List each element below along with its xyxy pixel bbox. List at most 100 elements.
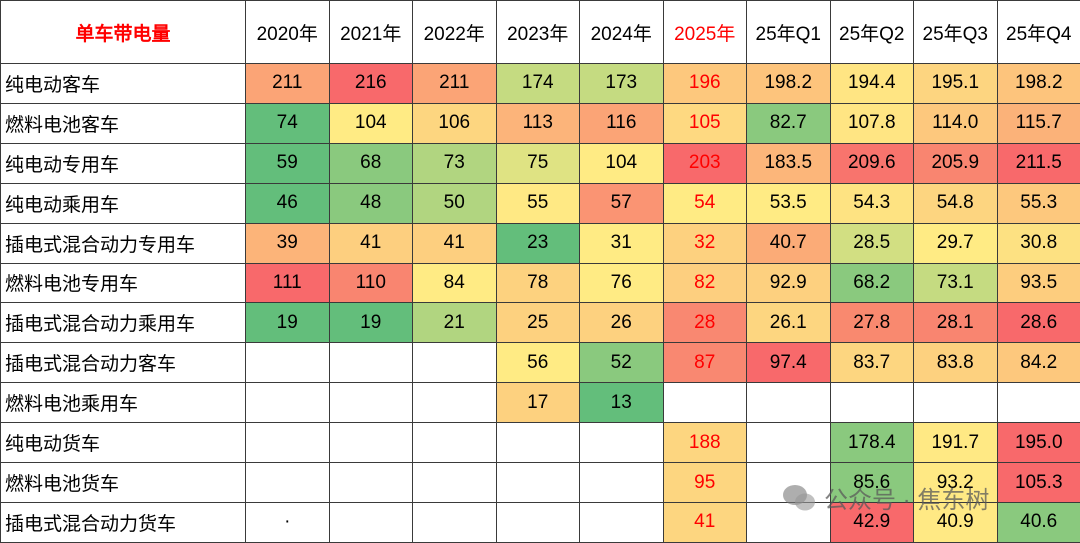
value-cell: 104 <box>579 142 664 184</box>
value-cell: 174 <box>495 63 580 104</box>
value-cell: 107.8 <box>829 102 914 144</box>
value-cell <box>245 462 330 503</box>
value-cell: 76 <box>579 262 664 304</box>
value-cell: 54 <box>662 182 747 224</box>
value-cell: 68.2 <box>829 262 914 304</box>
value-cell <box>996 382 1080 424</box>
header-title: 单车带电量 <box>0 0 246 64</box>
value-cell <box>412 462 497 503</box>
header-cell: 2024年 <box>579 0 664 64</box>
table-row: 纯电动货车 188 178.4 191.7 195.0 <box>0 422 1080 464</box>
value-cell: 54.8 <box>913 182 998 224</box>
value-cell: 106 <box>412 102 497 144</box>
value-cell <box>328 342 413 384</box>
value-cell: 93.5 <box>996 262 1080 304</box>
value-cell: 73 <box>412 142 497 184</box>
table-row: 燃料电池专用车 111 110 84 78 76 82 92.9 68.2 73.1 93.5 <box>0 262 1080 304</box>
header-cell: 2020年 <box>245 0 330 64</box>
value-cell: 26.1 <box>746 302 831 344</box>
header-cell: 2021年 <box>328 0 413 64</box>
value-cell <box>913 382 998 424</box>
header-cell: 2022年 <box>412 0 497 64</box>
value-cell: 32 <box>662 222 747 264</box>
row-label: 纯电动专用车 <box>0 142 246 184</box>
value-cell: 41 <box>328 222 413 264</box>
value-cell: 114.0 <box>913 102 998 144</box>
value-cell <box>829 382 914 424</box>
value-cell: 30.8 <box>996 222 1080 264</box>
row-label: 纯电动客车 <box>0 63 246 104</box>
value-cell: 26 <box>579 302 664 344</box>
value-cell <box>412 382 497 424</box>
value-cell <box>412 422 497 464</box>
value-cell: 28.6 <box>996 302 1080 344</box>
row-label: 燃料电池货车 <box>0 462 246 503</box>
row-label: 燃料电池乘用车 <box>0 382 246 424</box>
value-cell: 196 <box>662 63 747 104</box>
value-cell <box>412 501 497 543</box>
value-cell: 82 <box>662 262 747 304</box>
value-cell: 195.0 <box>996 422 1080 464</box>
value-cell: 93.2 <box>913 462 998 503</box>
value-cell: 41 <box>662 501 747 543</box>
value-cell: 28 <box>662 302 747 344</box>
header-cell: 25年Q3 <box>913 0 998 64</box>
value-cell <box>746 462 831 503</box>
value-cell <box>245 342 330 384</box>
value-cell: 40.7 <box>746 222 831 264</box>
table-row: 纯电动乘用车 46 48 50 55 57 54 53.5 54.3 54.8 55.3 <box>0 182 1080 224</box>
value-cell: 188 <box>662 422 747 464</box>
value-cell: 25 <box>495 302 580 344</box>
value-cell <box>412 342 497 384</box>
value-cell: 211 <box>412 63 497 104</box>
value-cell: 52 <box>579 342 664 384</box>
value-cell: 84 <box>412 262 497 304</box>
row-label: 燃料电池专用车 <box>0 262 246 304</box>
value-cell: 211.5 <box>996 142 1080 184</box>
value-cell: 110 <box>328 262 413 304</box>
value-cell: 13 <box>579 382 664 424</box>
value-cell: 48 <box>328 182 413 224</box>
value-cell: 198.2 <box>996 63 1080 104</box>
value-cell <box>746 501 831 543</box>
value-cell: 42.9 <box>829 501 914 543</box>
value-cell <box>579 501 664 543</box>
header-cell: 25年Q1 <box>746 0 831 64</box>
value-cell: 95 <box>662 462 747 503</box>
value-cell <box>328 501 413 543</box>
header-cell: 25年Q2 <box>829 0 914 64</box>
value-cell: 216 <box>328 63 413 104</box>
value-cell: 31 <box>579 222 664 264</box>
value-cell: 56 <box>495 342 580 384</box>
value-cell <box>495 462 580 503</box>
value-cell: 19 <box>328 302 413 344</box>
table-row: 燃料电池货车 95 85.6 93.2 105.3 <box>0 462 1080 503</box>
value-cell: 28.5 <box>829 222 914 264</box>
value-cell: 50 <box>412 182 497 224</box>
table-row: 燃料电池乘用车 17 13 <box>0 382 1080 424</box>
value-cell: 191.7 <box>913 422 998 464</box>
value-cell: 205.9 <box>913 142 998 184</box>
table-row: 纯电动专用车 59 68 73 75 104 203 183.5 209.6 205.9 211.5 <box>0 142 1080 184</box>
row-label: 插电式混合动力专用车 <box>0 222 246 264</box>
value-cell: 211 <box>245 63 330 104</box>
value-cell: 27.8 <box>829 302 914 344</box>
value-cell: 57 <box>579 182 664 224</box>
header-cell: 2023年 <box>495 0 580 64</box>
value-cell: 84.2 <box>996 342 1080 384</box>
value-cell: 92.9 <box>746 262 831 304</box>
header-cell: 2025年 <box>662 0 747 64</box>
value-cell: 39 <box>245 222 330 264</box>
header-row: 单车带电量 2020年 2021年 2022年 2023年 2024年 2025年 25年Q1… <box>0 0 1080 64</box>
value-cell: 104 <box>328 102 413 144</box>
value-cell: 54.3 <box>829 182 914 224</box>
value-cell: 83.7 <box>829 342 914 384</box>
value-cell: 198.2 <box>746 63 831 104</box>
value-cell: 83.8 <box>913 342 998 384</box>
value-cell: 113 <box>495 102 580 144</box>
row-label: 插电式混合动力乘用车 <box>0 302 246 344</box>
value-cell: 41 <box>412 222 497 264</box>
value-cell: 17 <box>495 382 580 424</box>
